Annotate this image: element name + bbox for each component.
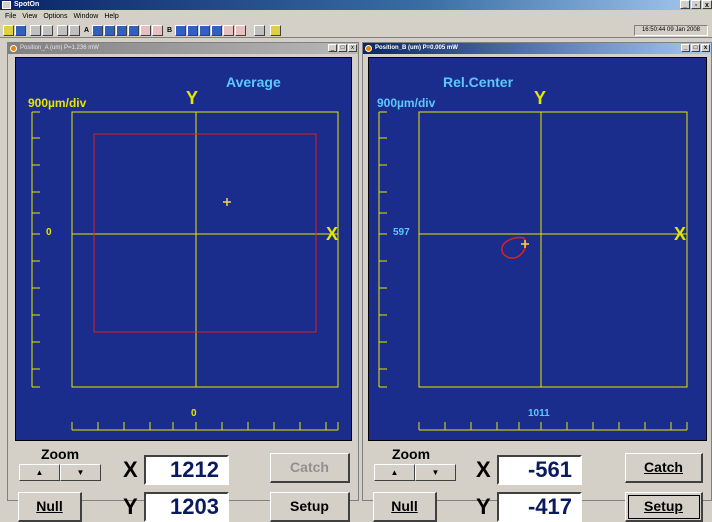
close-icon[interactable]: x <box>701 44 710 52</box>
y-axis-label: Y <box>534 88 547 108</box>
table-b-icon[interactable] <box>235 25 246 36</box>
mode-label: Average <box>226 74 281 90</box>
toolbar: A B 16:50:44 09 Jan 2008 <box>0 23 712 38</box>
settings-icon[interactable] <box>30 25 41 36</box>
position-b-icon[interactable] <box>175 25 186 36</box>
close-icon[interactable]: x <box>348 44 357 52</box>
trend-a-icon[interactable] <box>140 25 151 36</box>
x-center-value: 0 <box>191 408 197 419</box>
zoom-in-button[interactable]: ▲ <box>374 464 415 481</box>
position-b-window: Position_B (um) P=0.005 mW _ □ x <box>362 42 712 522</box>
print-icon[interactable] <box>42 25 53 36</box>
position-a-title-bar: Position_A (um) P=1.236 mW _ □ x <box>8 43 358 54</box>
position-a-plot: Average 900µm/div Y X 0 0 <box>15 57 352 441</box>
minimize-icon[interactable]: _ <box>328 44 337 52</box>
close-icon[interactable]: x <box>702 0 712 9</box>
mode-label: Rel.Center <box>443 74 514 90</box>
minimize-icon[interactable]: _ <box>681 44 690 52</box>
catch-button[interactable]: Catch <box>625 453 703 483</box>
bars-b-icon[interactable] <box>211 25 222 36</box>
channel-a-label: A <box>84 27 90 34</box>
x-readout-label: X <box>123 457 138 482</box>
app-icon <box>2 1 11 9</box>
null-label: Null <box>391 498 418 514</box>
menu-file[interactable]: File <box>5 13 17 20</box>
x-readout-value: -561 <box>497 455 582 485</box>
restore-icon[interactable]: ▫ <box>691 0 701 9</box>
zoom-label: Zoom <box>391 446 431 462</box>
position-a-icon[interactable] <box>92 25 103 36</box>
y-center-value: 0 <box>46 227 52 238</box>
zoom-out-button[interactable]: ▼ <box>60 464 101 481</box>
position-b-title-bar: Position_B (um) P=0.005 mW _ □ x <box>363 43 711 54</box>
app-title: SpotOn <box>14 1 40 8</box>
menu-view[interactable]: View <box>22 13 38 20</box>
x-readout-label: X <box>476 457 491 482</box>
window-icon <box>365 45 372 52</box>
y-readout-label: Y <box>123 494 138 519</box>
null-button[interactable]: Null <box>373 492 437 522</box>
y-axis-label: Y <box>186 88 199 108</box>
y-readout-label: Y <box>476 494 491 519</box>
histogram-a-icon[interactable] <box>116 25 127 36</box>
save-icon[interactable] <box>15 25 26 36</box>
x-readout-value: 1212 <box>144 455 229 485</box>
catch-button[interactable]: Catch <box>270 453 350 483</box>
config-icon[interactable] <box>57 25 68 36</box>
grid-b-icon[interactable] <box>187 25 198 36</box>
y-readout-value: 1203 <box>144 492 229 522</box>
position-b-controls: Zoom ▲ ▼ Null X -561 Y -417 Catch Setup <box>363 443 711 522</box>
window-icon <box>10 45 17 52</box>
histogram-b-icon[interactable] <box>199 25 210 36</box>
maximize-icon[interactable]: □ <box>338 44 347 52</box>
scale-label: 900µm/div <box>28 96 87 110</box>
menu-bar: File View Options Window Help <box>0 10 712 23</box>
zoom-out-button[interactable]: ▼ <box>415 464 456 481</box>
null-button[interactable]: Null <box>18 492 82 522</box>
app-title-bar: SpotOn _ ▫ x <box>0 0 712 10</box>
x-axis-label: X <box>674 224 687 244</box>
y-center-value: 597 <box>393 227 410 238</box>
scale-label: 900µm/div <box>377 96 436 110</box>
minimize-icon[interactable]: _ <box>680 0 690 9</box>
channel-b-label: B <box>167 27 173 34</box>
zoom-label: Zoom <box>40 446 80 462</box>
zoom-in-button[interactable]: ▲ <box>19 464 60 481</box>
help-icon[interactable] <box>270 25 281 36</box>
position-a-controls: Zoom ▲ ▼ Null X 1212 Y 1203 Catch Setup <box>8 443 358 522</box>
monitor-icon[interactable] <box>254 25 265 36</box>
trend-b-icon[interactable] <box>223 25 234 36</box>
menu-options[interactable]: Options <box>43 13 68 20</box>
catch-label: Catch <box>644 459 683 475</box>
status-clock: 16:50:44 09 Jan 2008 <box>634 25 708 36</box>
bars-a-icon[interactable] <box>128 25 139 36</box>
menu-window[interactable]: Window <box>73 13 99 20</box>
position-b-plot: Rel.Center 900µm/div Y X 597 1011 <box>368 57 707 441</box>
setup-button[interactable]: Setup <box>270 492 350 522</box>
open-icon[interactable] <box>3 25 14 36</box>
menu-help[interactable]: Help <box>104 13 119 20</box>
table-a-icon[interactable] <box>152 25 163 36</box>
setup-button[interactable]: Setup <box>625 492 703 522</box>
refresh-icon[interactable] <box>69 25 80 36</box>
x-axis-label: X <box>326 224 339 244</box>
setup-label: Setup <box>644 498 683 514</box>
x-center-value: 1011 <box>528 408 550 419</box>
position-b-title: Position_B (um) P=0.005 mW <box>375 45 458 51</box>
position-a-title: Position_A (um) P=1.236 mW <box>20 45 99 51</box>
y-readout-value: -417 <box>497 492 582 522</box>
null-label: Null <box>36 498 63 514</box>
position-a-window: Position_A (um) P=1.236 mW _ □ x <box>7 42 359 522</box>
grid-a-icon[interactable] <box>104 25 115 36</box>
maximize-icon[interactable]: □ <box>691 44 700 52</box>
